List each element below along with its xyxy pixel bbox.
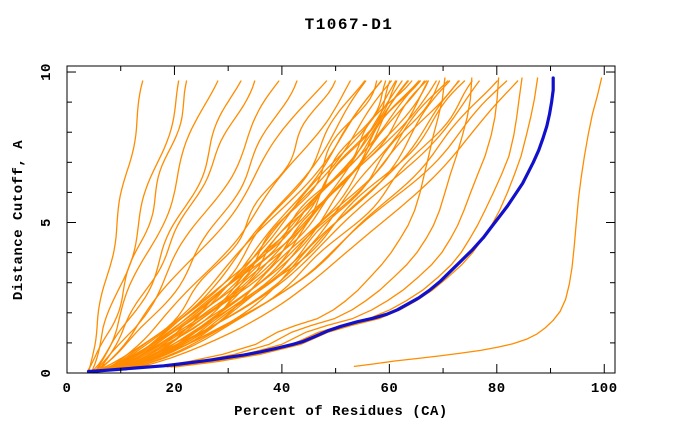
plot-frame — [66, 65, 616, 374]
server-model-curve — [105, 80, 397, 371]
x-tick-label: 40 — [273, 381, 291, 397]
server-model-curve — [103, 80, 336, 371]
x-tick-label: 60 — [380, 381, 398, 397]
server-model-curve — [88, 80, 144, 371]
server-model-curve — [166, 77, 500, 368]
server-model-curve — [110, 80, 382, 371]
x-tick-labels: 0 20 40 60 80 100 — [63, 381, 618, 397]
server-model-curve — [98, 80, 383, 371]
server-model-curve — [115, 80, 449, 371]
chart-title: T1067-D1 — [305, 16, 394, 34]
y-tick-label: 10 — [39, 63, 55, 81]
server-model-curve — [107, 80, 409, 371]
server-model-curve — [152, 77, 446, 368]
server-model-curve — [108, 80, 480, 371]
server-model-curve — [104, 80, 351, 371]
server-model-curve — [95, 80, 219, 371]
y-axis-label: Distance Cutoff, A — [11, 140, 27, 300]
y-tick-label: 0 — [39, 369, 55, 378]
model-curves — [86, 76, 603, 374]
outlier-model-curve — [353, 77, 603, 368]
x-tick-label: 80 — [488, 381, 506, 397]
server-model-curve — [100, 80, 421, 371]
highlighted-model-curve — [86, 76, 555, 374]
server-model-curve — [124, 80, 519, 371]
x-tick-label: 20 — [166, 381, 184, 397]
server-model-curve — [114, 80, 508, 371]
server-model-curve — [101, 80, 421, 371]
y-tick-labels: 0 5 10 — [39, 63, 55, 377]
axis-ticks — [66, 66, 615, 374]
server-model-curve — [109, 80, 460, 371]
server-model-curve — [170, 77, 523, 368]
frame-rect — [66, 65, 616, 374]
server-model-curve — [98, 80, 328, 371]
server-model-curve — [106, 80, 413, 371]
server-model-curve — [115, 80, 441, 371]
server-model-curve — [87, 80, 188, 371]
server-model-curve — [95, 80, 298, 371]
server-model-curve — [160, 77, 473, 368]
x-tick-label: 0 — [63, 381, 72, 397]
x-tick-label: 100 — [591, 381, 618, 397]
server-model-curve — [115, 80, 451, 371]
server-model-curve — [98, 80, 256, 371]
server-model-curve — [91, 80, 180, 371]
server-model-curve — [115, 80, 466, 371]
server-model-curve — [107, 80, 437, 371]
server-model-curve — [120, 80, 498, 371]
y-tick-label: 5 — [39, 218, 55, 227]
x-axis-label: Percent of Residues (CA) — [234, 404, 448, 420]
server-model-curve — [116, 80, 429, 371]
